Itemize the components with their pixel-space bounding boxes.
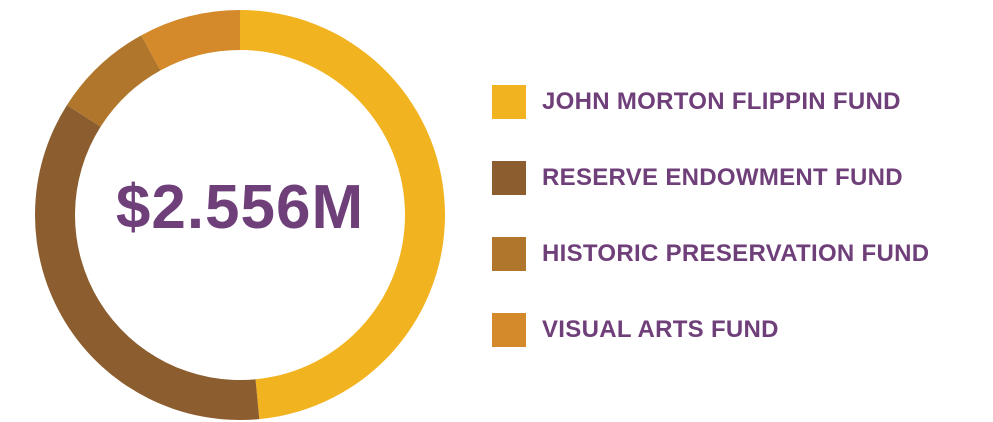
legend-label: RESERVE ENDOWMENT FUND [542, 164, 903, 191]
donut-slice-visual-arts-fund [141, 10, 240, 71]
donut-slice-reserve-endowment-fund [34, 105, 260, 420]
total-amount: $2.556M [115, 173, 365, 242]
legend-label: VISUAL ARTS FUND [542, 316, 779, 343]
legend-swatch [492, 237, 526, 271]
legend-item: VISUAL ARTS FUND [492, 311, 929, 349]
legend-swatch [492, 313, 526, 347]
legend-item: JOHN MORTON FLIPPIN FUND [492, 83, 929, 121]
legend-item: HISTORIC PRESERVATION FUND [492, 235, 929, 273]
legend-label: JOHN MORTON FLIPPIN FUND [542, 88, 901, 115]
donut-slice-john-morton-flippin-fund [240, 10, 446, 420]
legend: JOHN MORTON FLIPPIN FUND RESERVE ENDOWMEN… [492, 83, 929, 387]
donut-chart [34, 10, 446, 420]
legend-item: RESERVE ENDOWMENT FUND [492, 159, 929, 197]
legend-swatch [492, 85, 526, 119]
donut-slice-historic-preservation-fund [66, 35, 161, 127]
legend-label: HISTORIC PRESERVATION FUND [542, 240, 930, 267]
legend-swatch [492, 161, 526, 195]
